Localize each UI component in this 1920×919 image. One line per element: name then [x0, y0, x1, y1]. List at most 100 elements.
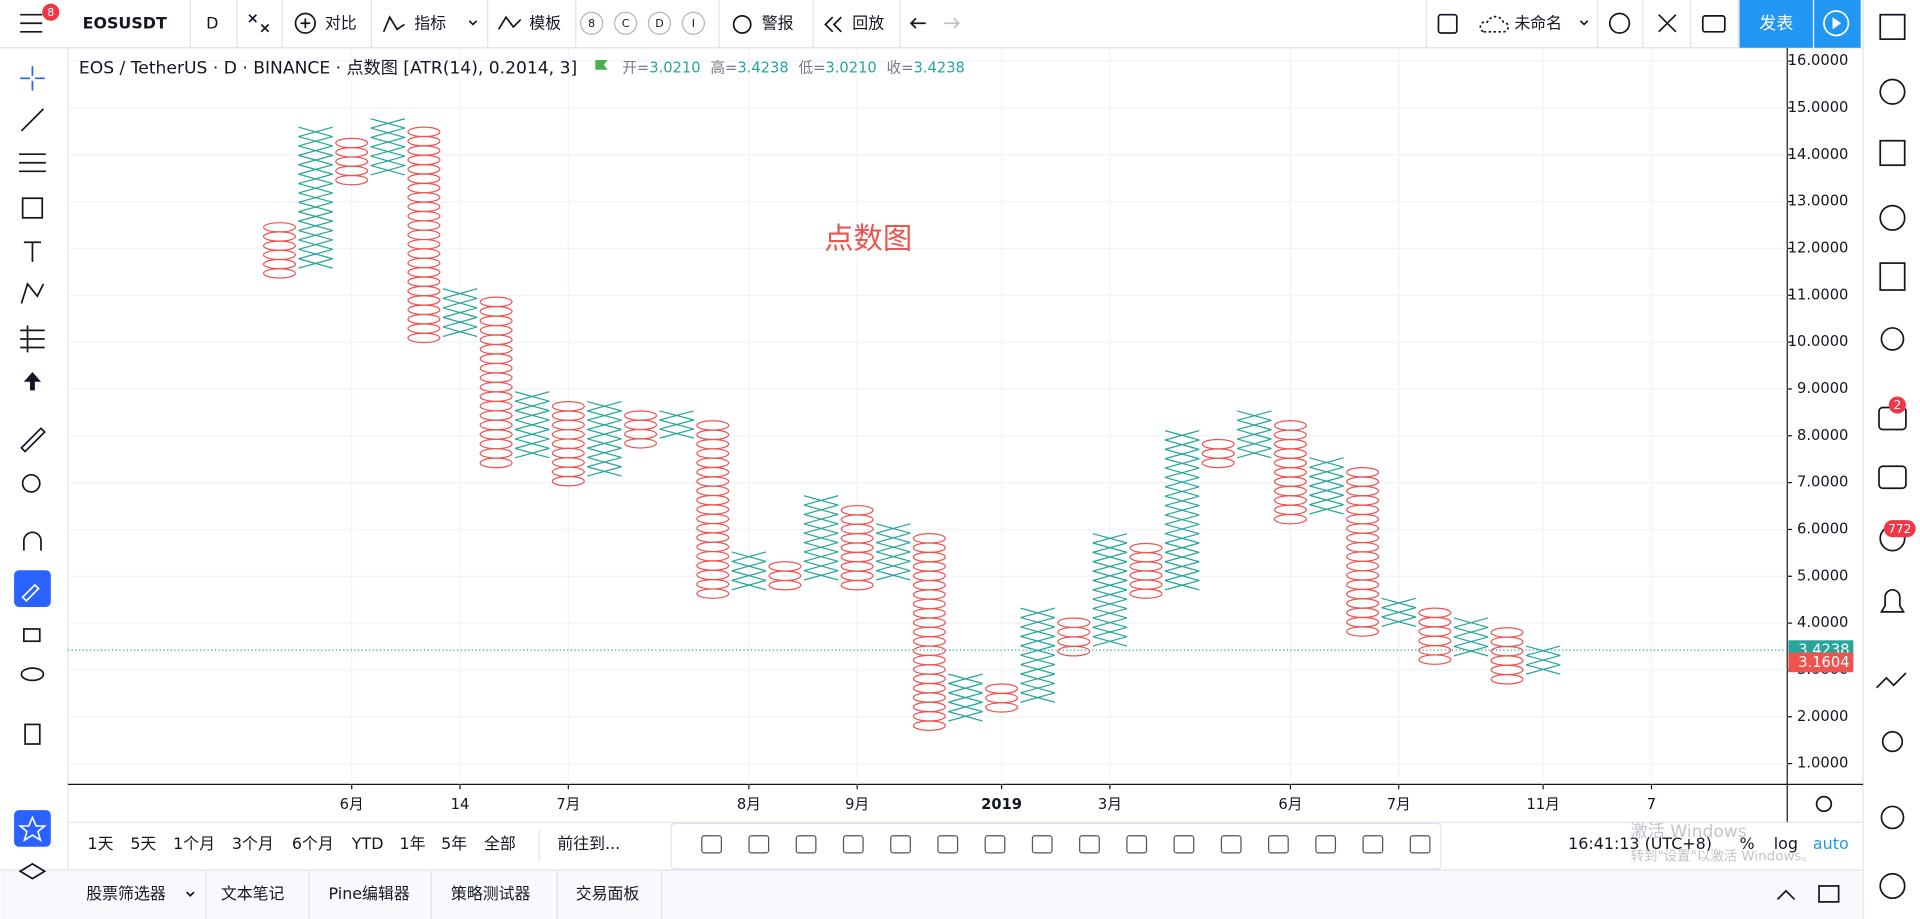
panel-tab[interactable]: 策略测试器	[451, 884, 531, 903]
study-badge[interactable]	[613, 11, 638, 35]
zoom-tool[interactable]	[21, 473, 41, 493]
messages-icon[interactable]	[1878, 465, 1907, 490]
text-tool[interactable]	[23, 241, 41, 262]
watchlist-icon[interactable]	[1879, 13, 1906, 41]
menu-icon[interactable]	[20, 13, 43, 33]
layers-tool[interactable]	[18, 862, 47, 880]
calendar-icon[interactable]	[1879, 262, 1906, 291]
drawing-tool[interactable]	[1362, 835, 1384, 854]
drawing-tool[interactable]	[890, 835, 911, 854]
maximize-icon[interactable]	[1818, 885, 1840, 903]
notifications-icon[interactable]	[1879, 589, 1905, 613]
help-icon[interactable]	[1879, 872, 1906, 900]
interval[interactable]: D	[206, 13, 218, 32]
drawing-tool[interactable]	[701, 835, 722, 854]
cloud-icon[interactable]	[1479, 15, 1510, 33]
replay-icon[interactable]	[824, 16, 842, 33]
auto-toggle[interactable]: auto	[1813, 834, 1849, 853]
pattern-tool[interactable]	[20, 282, 45, 304]
fib-tool[interactable]	[18, 153, 46, 173]
ideas-icon[interactable]	[1880, 327, 1905, 351]
alert[interactable]: 警报	[762, 13, 794, 32]
panel-tab[interactable]: 股票筛选器	[86, 884, 166, 903]
exchange-icon[interactable]	[1880, 805, 1905, 830]
undo-icon[interactable]	[909, 17, 926, 29]
ohlc-value: 3.4238	[914, 60, 965, 77]
x-box	[875, 570, 911, 581]
settings-icon[interactable]	[1608, 12, 1631, 34]
watchlist-star[interactable]	[14, 810, 51, 847]
x-box	[1381, 597, 1417, 609]
measure-tool[interactable]	[20, 427, 46, 453]
range-button[interactable]: 5年	[441, 834, 467, 853]
data-window-icon[interactable]	[1879, 139, 1906, 167]
layout-name[interactable]: 未命名	[1514, 13, 1562, 32]
study-badge[interactable]	[580, 11, 604, 35]
depth-icon[interactable]	[1881, 730, 1904, 753]
icon-tool[interactable]	[23, 372, 41, 391]
drawing-tool[interactable]	[1315, 835, 1337, 854]
drawing-tool[interactable]	[748, 835, 770, 854]
layout-icon[interactable]	[1437, 13, 1458, 34]
panel-tab[interactable]: Pine编辑器	[329, 884, 410, 903]
drawing-tool[interactable]	[937, 835, 959, 854]
symbol[interactable]: EOSUSDT	[83, 13, 167, 32]
drawing-tool[interactable]	[1031, 835, 1053, 854]
drawing-tool[interactable]	[1220, 835, 1242, 854]
study-badge[interactable]	[681, 11, 705, 35]
lock-draw-tool[interactable]	[14, 570, 51, 607]
replay[interactable]: 回放	[852, 13, 884, 32]
publish-button[interactable]	[1739, 0, 1813, 48]
drawing-tool[interactable]	[1079, 835, 1100, 854]
alert-icon[interactable]	[732, 15, 752, 34]
range-button[interactable]: 全部	[484, 834, 516, 853]
x-column	[1309, 457, 1344, 515]
trendline-tool[interactable]	[20, 108, 45, 132]
axis-settings[interactable]	[1815, 795, 1833, 813]
collapse-icon[interactable]	[1776, 889, 1796, 901]
indicator-icon[interactable]	[382, 15, 405, 33]
compare-icon[interactable]	[294, 12, 316, 34]
compare[interactable]: 对比	[325, 13, 357, 32]
delete-tool[interactable]	[24, 723, 41, 745]
drawing-tool[interactable]	[1173, 835, 1195, 854]
template-icon[interactable]	[497, 15, 522, 30]
flag-icon[interactable]	[595, 59, 608, 70]
drawing-tool[interactable]	[1409, 835, 1431, 854]
redo-icon[interactable]	[944, 17, 960, 29]
range-button[interactable]: YTD	[351, 834, 384, 853]
goto-date[interactable]: 前往到...	[557, 834, 620, 853]
drawing-tool[interactable]	[842, 835, 864, 854]
clock[interactable]: 16:41:13 (UTC+8)	[1568, 834, 1712, 853]
range-button[interactable]: 1天	[88, 834, 114, 853]
range-button[interactable]: 6个月	[292, 834, 334, 853]
prediction-tool[interactable]	[20, 325, 45, 353]
lock-tool[interactable]	[23, 628, 41, 643]
study-badge[interactable]	[647, 11, 672, 35]
chart-type-icon[interactable]	[248, 14, 270, 33]
drawing-tool[interactable]	[1268, 835, 1289, 854]
order-panel-icon[interactable]	[1875, 672, 1907, 689]
range-button[interactable]: 5天	[130, 834, 156, 853]
drawing-tool[interactable]	[795, 835, 817, 854]
alerts-icon[interactable]	[1879, 78, 1906, 105]
range-button[interactable]: 1年	[400, 834, 426, 853]
screenshot-icon[interactable]	[1701, 15, 1726, 33]
crosshair-tool[interactable]	[20, 66, 45, 91]
templates[interactable]: 模板	[529, 13, 561, 32]
log-toggle[interactable]: log	[1774, 834, 1798, 853]
visibility-tool[interactable]	[20, 667, 45, 682]
range-button[interactable]: 1个月	[173, 834, 215, 853]
indicators[interactable]: 指标	[414, 13, 446, 32]
range-button[interactable]: 3个月	[232, 834, 274, 853]
percent-toggle[interactable]: %	[1739, 834, 1754, 853]
fullscreen-icon[interactable]	[1658, 14, 1677, 33]
hotlist-icon[interactable]	[1879, 204, 1906, 231]
panel-tab[interactable]: 文本笔记	[221, 884, 285, 903]
drawing-tool[interactable]	[1126, 835, 1148, 854]
x-box	[1164, 551, 1200, 563]
magnet-tool[interactable]	[23, 531, 42, 551]
shape-tool[interactable]	[21, 197, 44, 219]
drawing-tool[interactable]	[984, 835, 1006, 854]
panel-tab[interactable]: 交易面板	[576, 884, 640, 903]
